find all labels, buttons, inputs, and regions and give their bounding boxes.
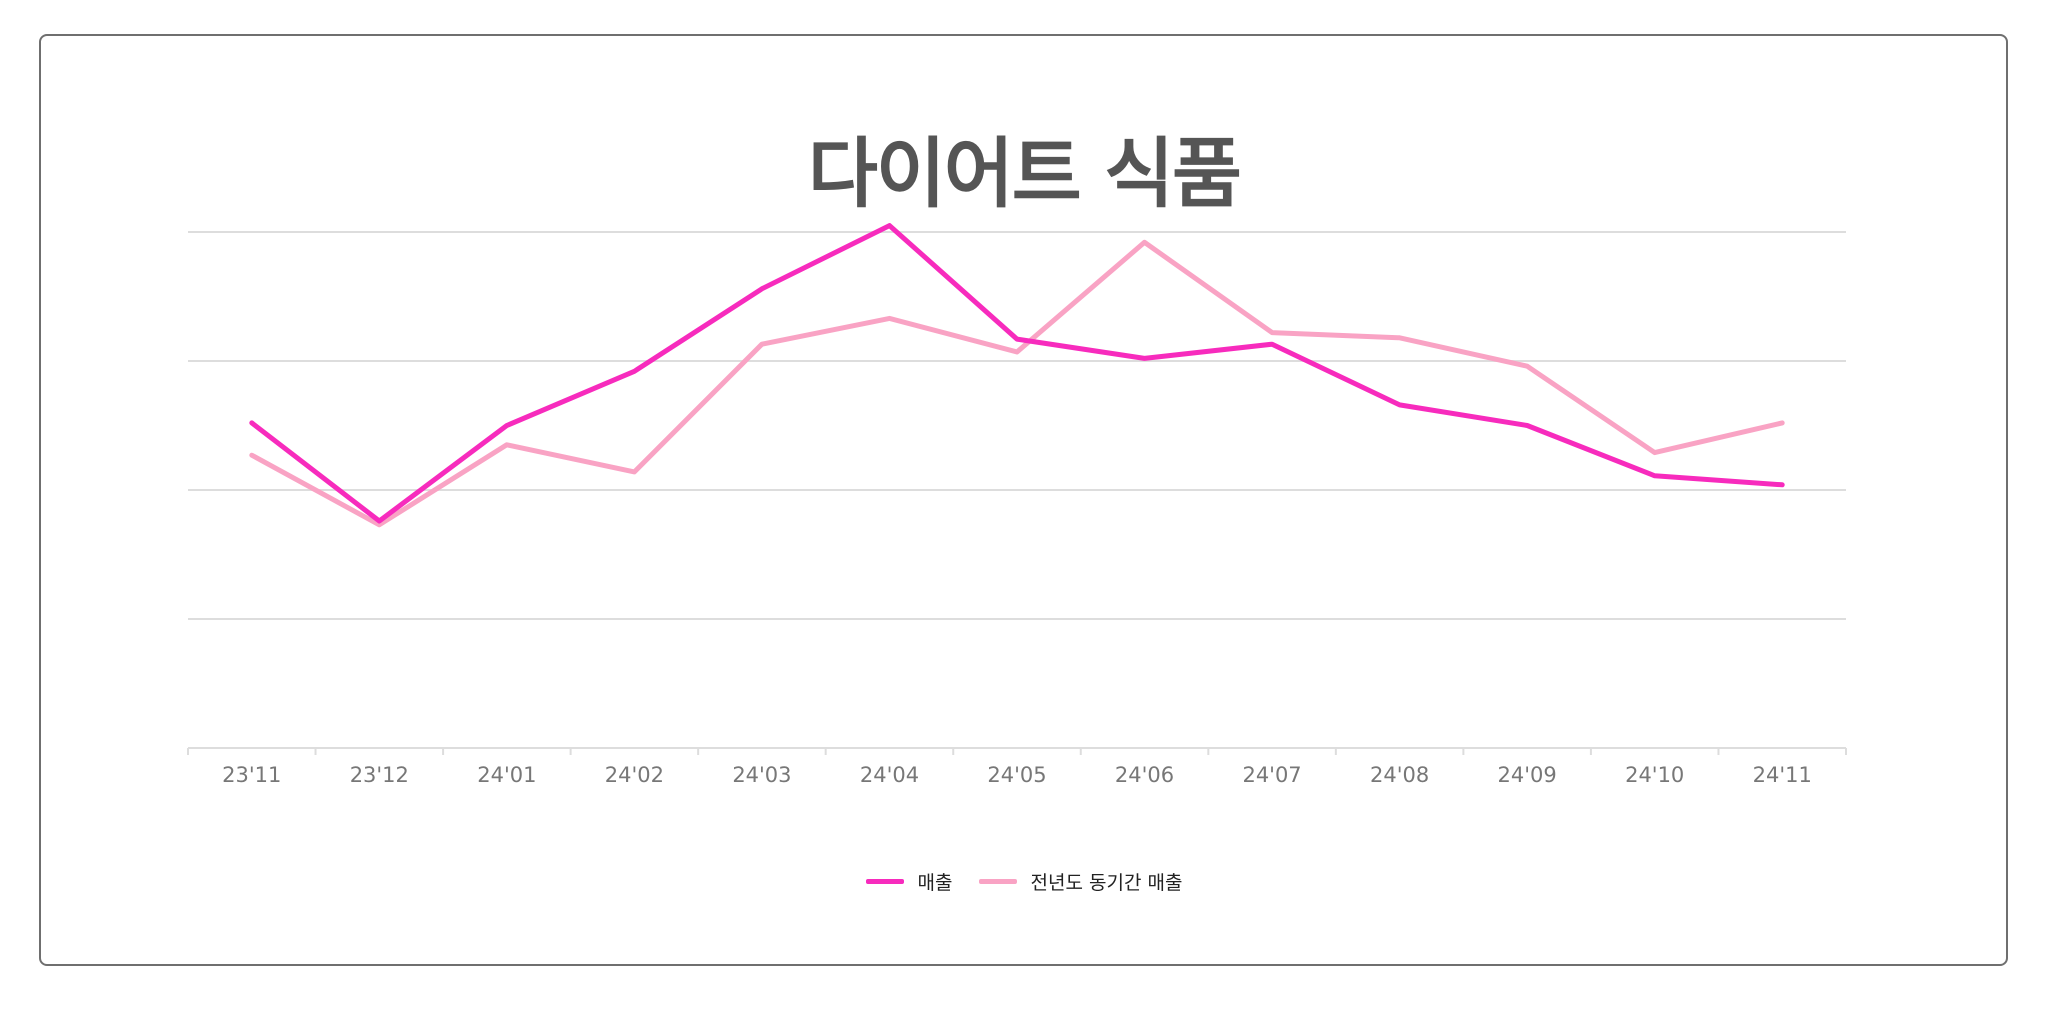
x-tick-label: 24'01 [477,763,536,787]
x-tick-label: 23'12 [350,763,409,787]
legend-item-sales[interactable]: 매출 [865,868,953,895]
legend-item-prev-year-sales[interactable]: 전년도 동기간 매출 [978,868,1183,895]
chart-title: 다이어트 식품 [808,129,1242,218]
x-tick-label: 24'07 [1242,763,1301,787]
x-tick-label: 24'04 [860,763,919,787]
x-tick-label: 24'03 [732,763,791,787]
x-tick-label: 24'08 [1370,763,1429,787]
legend-label-prev-year-sales: 전년도 동기간 매출 [1030,872,1183,894]
x-tick-label: 24'02 [605,763,664,787]
x-tick-label: 24'11 [1753,763,1812,787]
x-tick-label: 23'11 [222,763,281,787]
series-line-prev-year-sales[interactable] [249,239,1785,528]
gridlines [188,231,1846,620]
chart-card [39,34,2008,966]
series-lines [249,223,1785,528]
legend-label-sales: 매출 [917,872,953,894]
x-tick-label: 24'10 [1625,763,1684,787]
series-line-sales[interactable] [249,223,1785,524]
legend: 매출 전년도 동기간 매출 [0,868,2048,895]
x-tick-label: 24'09 [1498,763,1557,787]
legend-swatch-sales [865,879,904,884]
x-axis: 23'11 23'12 24'01 24'02 24'03 24'04 24'05 24'06… [187,747,1847,787]
x-tick-label: 24'06 [1115,763,1174,787]
legend-swatch-prev-year-sales [978,879,1017,884]
x-tick-label: 24'05 [987,763,1046,787]
